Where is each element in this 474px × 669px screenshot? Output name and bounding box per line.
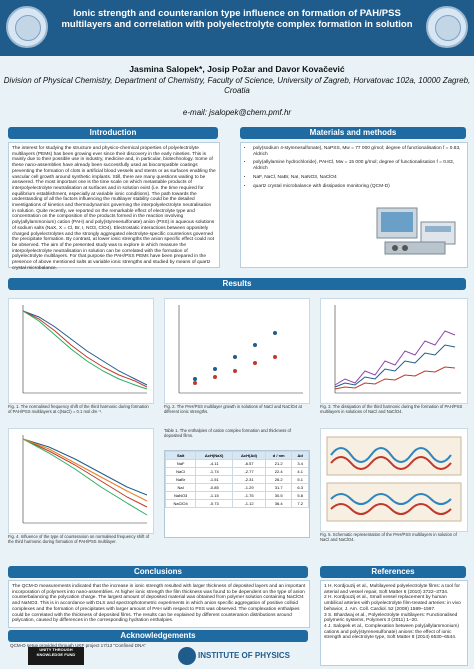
figure-3-dissipation <box>320 298 468 404</box>
table-cell: 7.2 <box>291 499 309 508</box>
table-cell: 5.1 <box>291 475 309 484</box>
table-cell: 3.4 <box>291 459 309 468</box>
figure-2-growth <box>164 298 310 404</box>
method-item: poly(allylamine hydrochloride), PAHCl, M… <box>253 160 463 171</box>
table-cell: -1.75 <box>232 491 267 500</box>
table-cell: -2.77 <box>232 467 267 476</box>
poster-title: Ionic strength and counteranion type inf… <box>61 8 413 30</box>
introduction-box: The interest for studying the structure … <box>8 142 220 271</box>
table-row: NaCl -1.74 -2.77 22.4 4.1 <box>164 467 309 476</box>
faculty-seal-icon <box>426 6 468 48</box>
conclusions-box: The QCM-D measurements indicated that th… <box>8 580 310 628</box>
qcm-apparatus-image <box>376 207 456 255</box>
table-cell: NaBr <box>164 475 197 484</box>
table-cell: -2.31 <box>232 475 267 484</box>
table-cell: NaNO3 <box>164 491 197 500</box>
table-cell: -0.73 <box>195 499 234 508</box>
table-header: ΔcH(NaX) <box>195 451 234 460</box>
table-header: ΔcH(Ad) <box>232 451 267 460</box>
table-cell: -4.11 <box>195 459 234 468</box>
unity-through-knowledge-logo: UNITY THROUGH KNOWLEDGE FUND <box>28 647 84 665</box>
university-seal-icon <box>6 6 48 48</box>
figure-1-caption: Fig. 1. The normalised frequency shift o… <box>8 404 149 414</box>
table-cell: 31.7 <box>265 483 293 492</box>
table-cell: NaClO4 <box>164 499 197 508</box>
sponsor-logos: UNITY THROUGH KNOWLEDGE FUND INSTITUTE O… <box>8 647 468 665</box>
enthalpy-table: Salt ΔcH(NaX) ΔcH(Ad) d / nm Δd NaF -4.1… <box>164 450 310 538</box>
reference-item: 3 S. Bhardwaj et al., Polyelectrolyte mu… <box>324 612 458 624</box>
table-caption: Table 1. The enthalpies of cation comple… <box>164 428 292 438</box>
authors: Jasmina Salopek*, Josip Požar and Davor … <box>129 64 345 74</box>
table-cell: 36.4 <box>265 499 293 508</box>
table-cell: 21.2 <box>265 459 293 468</box>
figure-5-schematic <box>320 428 468 532</box>
table-cell: 6.3 <box>291 483 309 492</box>
table-cell: 22.4 <box>265 467 293 476</box>
method-item: NaF, NaCl, NaBr, NaI, NaNO3, NaClO4 <box>253 175 463 181</box>
references-box: 1 H. Kordjouzij et al., Multilayered pol… <box>320 580 468 666</box>
table-cell: NaI <box>164 483 197 492</box>
conclusions-text: The QCM-D measurements indicated that th… <box>12 584 306 624</box>
method-item: poly(sodium 4-styrenesulfonate), NaPSS, … <box>253 146 463 157</box>
table-cell: 4.1 <box>291 467 309 476</box>
table-cell: -1.29 <box>232 483 267 492</box>
introduction-text: The interest for studying the structure … <box>12 146 216 271</box>
table-row: NaBr -1.51 -2.31 26.2 5.1 <box>164 475 309 484</box>
table-cell: NaF <box>164 459 197 468</box>
poster-header: Ionic strength and counteranion type inf… <box>0 0 474 56</box>
table-cell: 30.5 <box>265 491 293 500</box>
table-header: d / nm <box>265 451 293 460</box>
email: e-mail: jsalopek@chem.pmf.hr <box>182 108 292 117</box>
figure-2-caption: Fig. 2. The PAH/PSS multilayer growth in… <box>164 404 302 414</box>
reference-item: 4 J. Salopek et al., Complexation betwee… <box>324 623 459 641</box>
figure-5-caption: Fig. 5. Schematic representation of the … <box>320 532 457 542</box>
table-cell: -1.15 <box>195 491 234 500</box>
table-cell: 26.2 <box>265 475 293 484</box>
results-heading: Results <box>8 278 466 290</box>
iop-logo-icon <box>178 647 196 665</box>
acknowledgements-text: QCM-D setup provided through UKF project… <box>10 643 147 648</box>
introduction-heading: Introduction <box>8 127 218 139</box>
table-header: Δd <box>291 451 309 460</box>
reference-item: 1 H. Kordjouzij et al., Multilayered pol… <box>324 584 460 595</box>
table-header: Salt <box>164 451 197 460</box>
materials-box: poly(sodium 4-styrenesulfonate), NaPSS, … <box>240 142 468 268</box>
conclusions-heading: Conclusions <box>8 566 308 578</box>
table-cell: -1.12 <box>232 499 267 508</box>
table-cell: -1.74 <box>195 467 234 476</box>
figure-3-caption: Fig. 3. The dissipation of the third har… <box>320 404 463 414</box>
reference-item: 2 H. Kordjouzij et al., Small vessel rep… <box>324 595 461 612</box>
acknowledgements-heading: Acknowledgements <box>8 630 308 642</box>
figure-4-caption: Fig. 4. Influence of the type of counter… <box>8 534 150 544</box>
materials-heading: Materials and methods <box>240 127 466 139</box>
table-row: NaI -0.85 -1.29 31.7 6.3 <box>164 483 309 492</box>
figure-1-frequency <box>8 298 154 404</box>
method-item: quartz crystal microbalance with dissipa… <box>253 184 463 190</box>
table-cell: -6.57 <box>232 459 267 468</box>
table-cell: -1.51 <box>195 475 234 484</box>
figure-4-counteranion <box>8 428 154 534</box>
table-row: NaNO3 -1.15 -1.75 30.5 5.8 <box>164 491 309 500</box>
affiliation: Division of Physical Chemistry, Departme… <box>3 76 471 95</box>
institute-of-physics-logo: INSTITUTE OF PHYSICS <box>198 651 291 660</box>
references-heading: References <box>320 566 466 578</box>
table-cell: -0.85 <box>195 483 234 492</box>
table-cell: 5.8 <box>291 491 309 500</box>
table-row: NaF -4.11 -6.57 21.2 3.4 <box>164 459 309 468</box>
table-cell: NaCl <box>164 467 197 476</box>
table-row: NaClO4 -0.73 -1.12 36.4 7.2 <box>164 499 309 508</box>
